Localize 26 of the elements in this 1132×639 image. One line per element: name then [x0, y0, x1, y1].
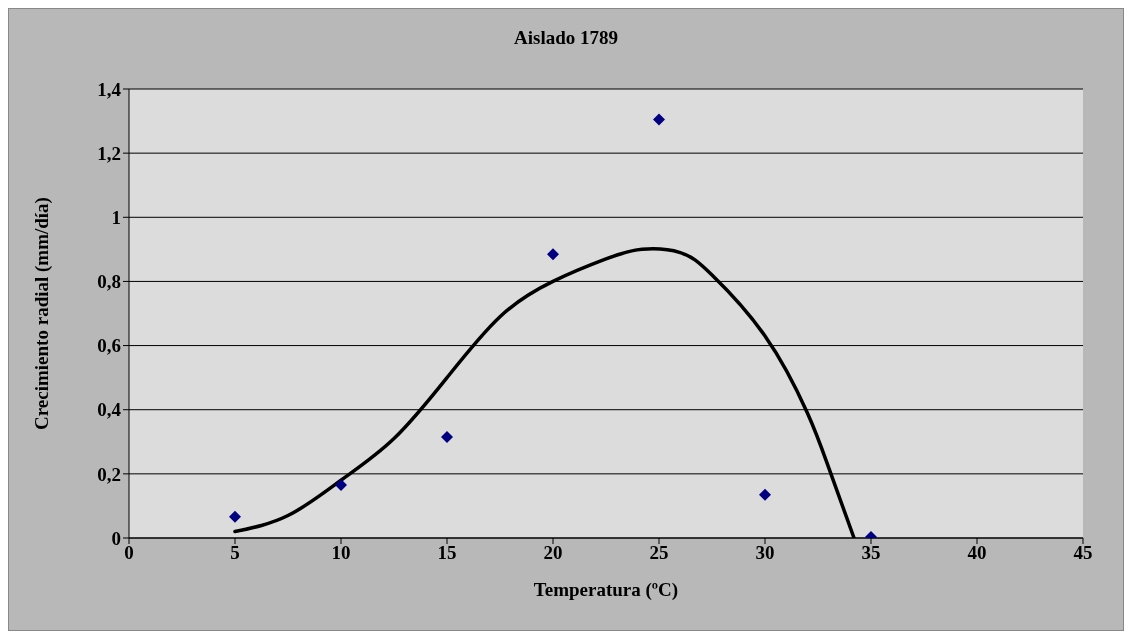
y-tick-label: 1,2: [97, 142, 121, 164]
x-tick-label: 15: [437, 542, 457, 564]
point: [547, 248, 559, 261]
x-tick-label: 5: [230, 542, 240, 564]
y-axis-title: Crecimiento radial (mm/día): [30, 197, 53, 430]
y-tick-label: 0,6: [97, 335, 121, 357]
x-tick-label: 25: [649, 542, 669, 564]
y-tick-label: 1: [111, 207, 121, 229]
point: [335, 479, 347, 492]
point: [229, 510, 241, 523]
x-tick-label: 35: [861, 542, 881, 564]
point: [441, 430, 453, 443]
x-tick-label: 45: [1073, 542, 1093, 564]
point: [759, 488, 771, 501]
y-tick-label: 0,2: [97, 463, 121, 485]
x-tick-label: 10: [331, 542, 351, 564]
x-tick-label: 40: [967, 542, 987, 564]
y-tick-label: 0,8: [97, 271, 121, 293]
x-tick-label: 30: [755, 542, 775, 564]
x-tick-label: 20: [543, 542, 563, 564]
y-tick-label: 0: [111, 527, 121, 549]
point: [653, 113, 665, 126]
chart-title: Aislado 1789: [513, 27, 619, 49]
x-axis-title: Temperatura (ºC): [533, 579, 679, 601]
y-tick-label: 0,4: [97, 399, 122, 421]
y-tick-label: 1,4: [97, 78, 122, 100]
